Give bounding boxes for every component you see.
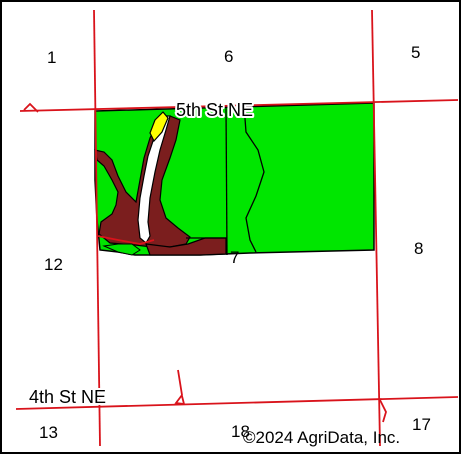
road-field-trace: [97, 235, 155, 245]
road-5th-st-ne: [19, 99, 459, 112]
section-label-18: 18: [231, 422, 250, 441]
road-network: [15, 9, 459, 447]
section-label-17: 17: [412, 415, 431, 434]
copyright-notice: ©2024 AgriData, Inc.: [243, 428, 400, 447]
road-creek-crossing: [174, 369, 186, 406]
field-green-patch: [102, 243, 141, 256]
section-label-8: 8: [414, 239, 423, 258]
field-yellow-soil: [149, 111, 169, 143]
section-label-5: 5: [411, 43, 420, 62]
road-label-5th-st-ne: 5th St NE: [176, 100, 253, 120]
road-west-section-line: [93, 9, 101, 447]
section-label-12: 12: [44, 255, 63, 274]
road-east-section-line: [371, 9, 381, 447]
field-boundary-line: [243, 104, 265, 253]
road-label-4th-st-ne: 4th St NE: [29, 387, 106, 407]
section-label-6: 6: [224, 47, 233, 66]
road-4th-st-ne: [15, 396, 459, 410]
section-label-7: 7: [230, 248, 239, 267]
road-spur: [23, 102, 39, 113]
road-spur-east: [379, 399, 387, 423]
field-boundary-line: [225, 105, 228, 256]
section-label-1: 1: [47, 48, 56, 67]
field-white-soil: [137, 115, 171, 244]
section-label-13: 13: [39, 423, 58, 442]
